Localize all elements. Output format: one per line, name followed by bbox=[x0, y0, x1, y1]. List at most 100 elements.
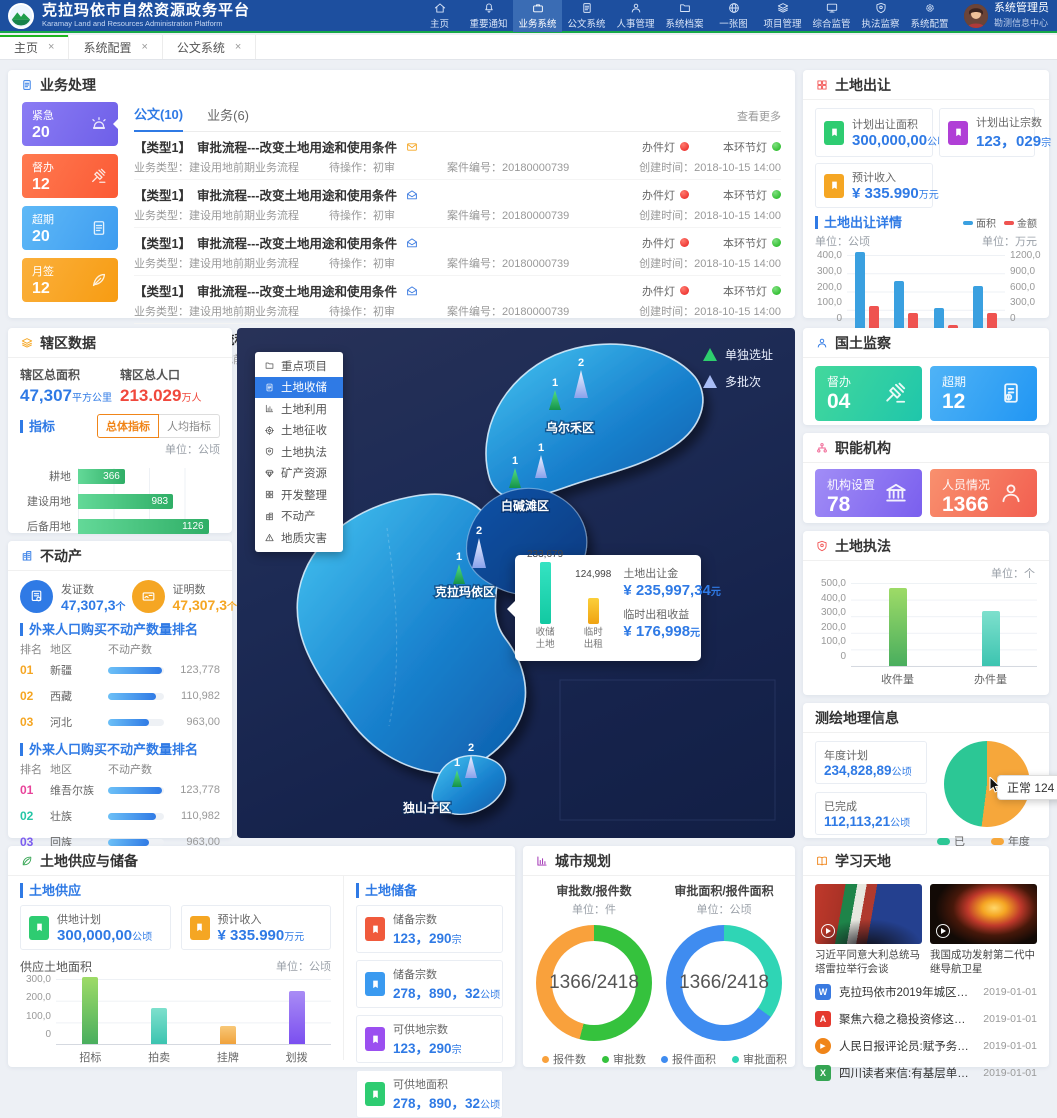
ranking-row[interactable]: 02 西藏 110,982 bbox=[8, 683, 232, 709]
nav-home[interactable]: 主页 bbox=[415, 0, 464, 32]
toggle-percapita[interactable]: 人均指标 bbox=[159, 414, 220, 438]
marker-blue[interactable]: 1 bbox=[535, 442, 547, 478]
legend-label: 面积 bbox=[976, 219, 996, 230]
card-monthly[interactable]: 月签 12 bbox=[22, 258, 118, 302]
rank-value: 963,00 bbox=[186, 836, 220, 848]
nav-onemap[interactable]: 一张图 bbox=[709, 0, 758, 32]
business-row[interactable]: 【类型1】审批流程---改变土地用途和使用条件 办件灯 本环节灯 业务类型：建设用… bbox=[134, 180, 781, 228]
marker-green[interactable]: 1 bbox=[549, 377, 561, 410]
document-icon bbox=[264, 382, 275, 393]
panel-supply-title: 土地供应与储备 bbox=[8, 846, 515, 876]
business-row[interactable]: 【类型1】审批流程---改变土地用途和使用条件 办件灯 本环节灯 业务类型：建设用… bbox=[134, 276, 781, 324]
rank-value: 963,00 bbox=[186, 716, 220, 728]
tab-settings[interactable]: 系统配置 × bbox=[69, 35, 163, 59]
user-menu[interactable]: 系统管理员 勘测信息中心 bbox=[964, 2, 1049, 28]
card-label: 超期 bbox=[32, 214, 54, 226]
ranking-row[interactable]: 01 新疆 123,778 bbox=[8, 657, 232, 683]
row-todo: 待操作：初审 bbox=[329, 306, 395, 318]
card-duban[interactable]: 督办 04 bbox=[815, 366, 922, 421]
card-urgent[interactable]: 紧急 20 bbox=[22, 102, 119, 146]
ranking-row[interactable]: 01 维吾尔族 123,778 bbox=[8, 777, 232, 803]
marker-blue[interactable]: 2 bbox=[472, 525, 486, 568]
row-type: 业务类型：建设用地前期业务流程 bbox=[134, 162, 299, 174]
nav-documents[interactable]: 公文系统 bbox=[562, 0, 611, 32]
nav-settings[interactable]: 系统配置 bbox=[905, 0, 954, 32]
marker-blue[interactable]: 2 bbox=[574, 357, 588, 398]
panel-supervision-title: 国土监察 bbox=[803, 328, 1049, 358]
nav-projects[interactable]: 项目管理 bbox=[758, 0, 807, 32]
rank-region: 西藏 bbox=[50, 691, 72, 703]
card-supervise[interactable]: 督办 12 bbox=[22, 154, 118, 198]
close-icon[interactable]: × bbox=[141, 41, 148, 53]
tab-documents[interactable]: 公文系统 × bbox=[163, 35, 257, 59]
map-menu-开发整理[interactable]: 开发整理 bbox=[255, 484, 343, 506]
doc-row[interactable]: X 四川读者来信:有基层单位换衣服拍... 2019-01-01 bbox=[803, 1059, 1049, 1086]
bank-icon bbox=[882, 479, 910, 507]
region-urhe[interactable] bbox=[485, 343, 704, 500]
nav-archives[interactable]: 系统档案 bbox=[660, 0, 709, 32]
panel-planning: 城市规划 审批数/报件数 单位：件 1366/2418 报件数 审批数 审批面积… bbox=[523, 846, 795, 1067]
region-dushanzi[interactable] bbox=[431, 754, 507, 816]
row-created: 创建时间：2018-10-15 14:00 bbox=[639, 210, 781, 222]
close-icon[interactable]: × bbox=[234, 41, 242, 53]
map-menu-土地利用[interactable]: 土地利用 bbox=[255, 398, 343, 420]
row-type: 业务类型：建设用地前期业务流程 bbox=[134, 258, 299, 270]
nav-supervision[interactable]: 综合监管 bbox=[807, 0, 856, 32]
card-personnel[interactable]: 人员情况 1366 bbox=[930, 469, 1037, 517]
stat-unit: 万元 bbox=[918, 190, 939, 201]
map-menu-土地收储[interactable]: 土地收储 bbox=[255, 376, 343, 398]
panel-title-text: 城市规划 bbox=[555, 852, 611, 869]
map-menu-土地执法[interactable]: 土地执法 bbox=[255, 441, 343, 463]
unit-label: 单位：公顷 bbox=[276, 961, 331, 973]
marker-green[interactable]: 1 bbox=[453, 551, 465, 584]
map-menu-重点项目[interactable]: 重点项目 bbox=[255, 355, 343, 377]
map-canvas[interactable]: 乌尔禾区 白碱滩区 克拉玛依区 独山子区 1 2 1 1 1 2 1 2 bbox=[237, 328, 795, 838]
card-value: 20 bbox=[32, 228, 50, 245]
view-more-link[interactable]: 查看更多 bbox=[737, 111, 781, 123]
map-menu-土地征收[interactable]: 土地征收 bbox=[255, 420, 343, 442]
region-karamay[interactable] bbox=[296, 493, 527, 774]
business-row[interactable]: 【类型1】审批流程---改变土地用途和使用条件 办件灯 本环节灯 业务类型：建设用… bbox=[134, 228, 781, 276]
marker-green[interactable]: 1 bbox=[509, 455, 521, 488]
rank-bar bbox=[108, 786, 164, 794]
filetype-icon: A bbox=[815, 1010, 831, 1027]
tab-gongwen[interactable]: 公文(10) bbox=[134, 104, 184, 132]
gavel-icon bbox=[89, 166, 109, 186]
card-institutions[interactable]: 机构设置 78 bbox=[815, 469, 922, 517]
map-menu-矿产资源[interactable]: 矿产资源 bbox=[255, 463, 343, 485]
ranking-row[interactable]: 03 河北 963,00 bbox=[8, 709, 232, 735]
tick-label: 400,0 bbox=[820, 592, 846, 604]
nav-enforcement[interactable]: 执法监察 bbox=[856, 0, 905, 32]
close-icon[interactable]: × bbox=[48, 41, 55, 53]
card-chaoqi[interactable]: 超期 12 bbox=[930, 366, 1037, 421]
video-thumb-meeting[interactable] bbox=[815, 884, 922, 944]
doc-row[interactable]: W 克拉玛依市2019年城区规划文件 2019-01-01 bbox=[803, 978, 1049, 1005]
nav-notices[interactable]: 重要通知 bbox=[464, 0, 513, 32]
stat-label: 辖区总人口 bbox=[120, 368, 181, 382]
map-menu-不动产[interactable]: 不动产 bbox=[255, 506, 343, 528]
business-row[interactable]: 【类型1】审批流程---改变土地用途和使用条件 办件灯 本环节灯 业务类型：建设用… bbox=[134, 132, 781, 180]
marker-blue[interactable]: 2 bbox=[465, 742, 477, 778]
stat-plan-area: 计划出让面积 300,000,00公顷 bbox=[815, 108, 947, 157]
menu-label: 开发整理 bbox=[281, 489, 327, 502]
lamp-step: 本环节灯 bbox=[723, 187, 781, 203]
card-overdue[interactable]: 超期 20 bbox=[22, 206, 118, 250]
tab-yewu[interactable]: 业务(6) bbox=[207, 108, 250, 123]
stat-plan-count: 计划出让宗数 123，029宗 bbox=[939, 108, 1051, 157]
doc-row[interactable]: A 聚焦六稳之稳投资修这条路钱花得值 2019-01-01 bbox=[803, 1005, 1049, 1032]
menu-label: 不动产 bbox=[281, 511, 316, 524]
nav-hr[interactable]: 人事管理 bbox=[611, 0, 660, 32]
toggle-overall[interactable]: 总体指标 bbox=[97, 414, 159, 438]
nav-business[interactable]: 业务系统 bbox=[513, 0, 562, 32]
marker-green[interactable]: 1 bbox=[452, 757, 462, 787]
alarm-icon bbox=[89, 114, 109, 134]
map-menu-地质灾害[interactable]: 地质灾害 bbox=[255, 527, 343, 549]
tab-home[interactable]: 主页 × bbox=[0, 35, 70, 59]
panel-business: 业务处理 紧急 20 督办 12 超期 20 月签 12 公文(10) 业务(6) 查看… bbox=[8, 70, 795, 366]
video-thumb-rocket[interactable] bbox=[930, 884, 1037, 944]
panel-title-text: 学习天地 bbox=[835, 852, 891, 869]
doc-row[interactable]: ▶ 人民日报评论员:赋予务实合作新的... 2019-01-01 bbox=[803, 1032, 1049, 1059]
row-caseno: 案件编号：20180000739 bbox=[447, 258, 570, 270]
ranking-row[interactable]: 02 壮族 110,982 bbox=[8, 803, 232, 829]
tab-label: 系统配置 bbox=[83, 40, 132, 55]
